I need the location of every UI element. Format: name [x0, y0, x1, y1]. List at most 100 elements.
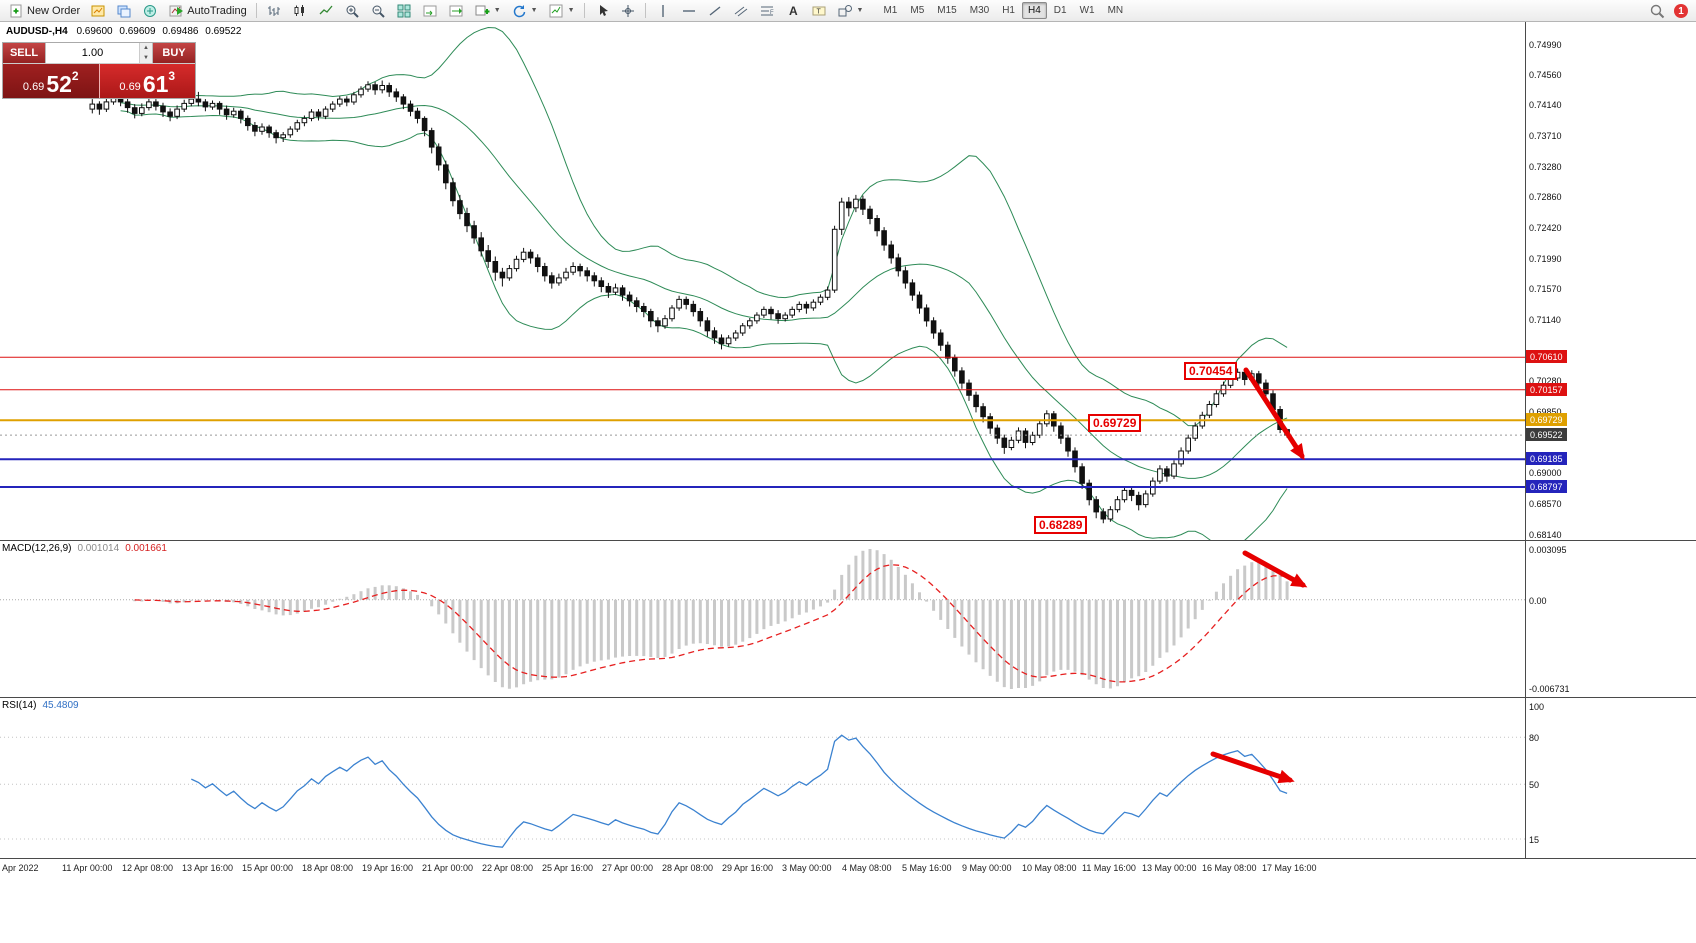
price-axis[interactable]: 0.74990 0.74560 0.74140 0.73710 0.73280 0.728… — [1526, 22, 1696, 878]
new-chart-button[interactable]: ▼ — [470, 1, 505, 21]
time-axis-label: 11 May 16:00 — [1082, 863, 1136, 873]
price-axis-tick: 0.71140 — [1529, 314, 1561, 325]
buy-price-pipette: 3 — [168, 69, 176, 83]
price-axis-tick: 0.71990 — [1529, 254, 1562, 265]
terminal-button[interactable] — [138, 1, 162, 21]
price-callout[interactable]: 0.69729 — [1088, 414, 1142, 432]
chevron-down-icon: ▼ — [567, 7, 575, 14]
macd-axis-label: -0.006731 — [1529, 684, 1570, 694]
zoom-in-button[interactable] — [340, 1, 364, 21]
fibonacci-button[interactable]: F — [755, 1, 779, 21]
timeframe-D1-button[interactable]: D1 — [1053, 5, 1067, 16]
tile-windows-button[interactable] — [392, 1, 416, 21]
timeframe-M1-button[interactable]: M1 — [883, 5, 898, 16]
chevron-down-icon: ▼ — [530, 7, 538, 14]
panel-splitter[interactable] — [0, 540, 1696, 541]
price-axis-tick: 0.71570 — [1529, 284, 1562, 295]
candlesticks-icon — [294, 4, 304, 16]
candles[interactable] — [89, 84, 1290, 520]
price-callout[interactable]: 0.70454 — [1184, 362, 1238, 380]
macd-histogram — [133, 549, 1289, 689]
bollinger-band-line — [120, 102, 1288, 479]
rsi-label: RSI(14) 45.4809 — [2, 700, 79, 711]
panel-splitter[interactable] — [0, 697, 1696, 698]
buy-price-display[interactable]: 0.69 61 3 — [98, 64, 195, 98]
price-axis-tick: 0.74990 — [1529, 39, 1562, 50]
candle-wicks — [91, 80, 1288, 524]
macd-panel-canvas[interactable] — [0, 541, 1525, 697]
autoscroll-button[interactable] — [418, 1, 442, 21]
autotrading-button[interactable]: AutoTrading — [164, 1, 251, 21]
equidistant-channel-button[interactable] — [729, 1, 753, 21]
new-order-button[interactable]: New Order — [4, 1, 84, 21]
volume-increase-button[interactable]: ▲ — [140, 43, 152, 53]
timeframe-MN-button[interactable]: MN — [1107, 5, 1124, 16]
refresh-period-button[interactable]: ▼ — [507, 1, 542, 21]
buy-price-big: 61 — [142, 71, 169, 97]
price-callout[interactable]: 0.68289 — [1034, 516, 1088, 534]
price-line-label: 0.68797 — [1526, 480, 1567, 493]
trend-arrow[interactable] — [1242, 550, 1308, 588]
chart-shift-button[interactable] — [444, 1, 468, 21]
chart-shift-icon — [449, 5, 463, 16]
rsi-panel-canvas[interactable] — [0, 698, 1525, 858]
bar-chart-button[interactable] — [262, 1, 286, 21]
autotrading-label: AutoTrading — [187, 4, 247, 17]
text-label-button[interactable]: T — [807, 1, 831, 21]
chevron-down-icon: ▼ — [493, 7, 501, 14]
volume-decrease-button[interactable]: ▼ — [140, 53, 152, 63]
time-axis-label: 15 Apr 00:00 — [242, 863, 294, 873]
time-axis-label: 11 Apr 00:00 — [62, 863, 113, 873]
svg-text:F: F — [770, 10, 774, 16]
trendline-button[interactable] — [703, 1, 727, 21]
timeframe-M30-button[interactable]: M30 — [969, 5, 990, 16]
line-chart-button[interactable] — [314, 1, 338, 21]
quote-open: 0.69600 — [76, 26, 113, 37]
timeframe-W1-button[interactable]: W1 — [1079, 5, 1095, 16]
timeframe-M5-button[interactable]: M5 — [910, 5, 925, 16]
sell-price-prefix: 0.69 — [22, 81, 45, 93]
bar-chart-icon — [267, 5, 280, 16]
price-line-label: 0.69729 — [1526, 413, 1567, 427]
horizontal-line-icon — [682, 9, 695, 12]
trendline-icon — [709, 5, 720, 16]
indicators-button[interactable]: ▼ — [544, 1, 579, 21]
time-axis-label: 4 May 08:00 — [842, 863, 892, 873]
volume-field: ▲ ▼ — [45, 43, 153, 63]
vertical-line-button[interactable] — [651, 1, 675, 21]
trend-arrow[interactable] — [1243, 367, 1305, 461]
notification-badge[interactable]: 1 — [1674, 4, 1688, 18]
charts-button[interactable] — [86, 1, 110, 21]
search-icon[interactable] — [1649, 3, 1665, 19]
time-axis-label: 27 Apr 00:00 — [602, 863, 654, 873]
buy-button[interactable]: BUY — [153, 43, 195, 63]
bollinger-band-line — [120, 26, 1288, 427]
time-axis[interactable]: Apr 2022 11 Apr 00:00 12 Apr 08:00 13 Apr 1… — [0, 859, 1696, 878]
sell-price-display[interactable]: 0.69 52 2 — [3, 64, 99, 98]
timeframe-H4-button[interactable]: H4 — [1021, 2, 1047, 19]
timeframe-M15-button[interactable]: M15 — [937, 5, 957, 16]
candlesticks-button[interactable] — [288, 1, 312, 21]
rsi-axis-label: 80 — [1529, 733, 1540, 744]
cursor-icon — [599, 4, 608, 16]
sell-button[interactable]: SELL — [3, 43, 45, 63]
zoom-out-button[interactable] — [366, 1, 390, 21]
main-chart-canvas[interactable] — [0, 22, 1525, 540]
timeframe-toolbar: M1 M5 M15 M30 H1 H4 D1 W1 MN — [877, 2, 1129, 19]
text-button[interactable]: A — [781, 1, 805, 21]
profiles-button[interactable] — [112, 1, 136, 21]
timeframe-H1-button[interactable]: H1 — [1002, 5, 1015, 16]
trend-arrow[interactable] — [1210, 751, 1295, 784]
horizontal-line-button[interactable] — [677, 1, 701, 21]
text-icon: A — [789, 4, 798, 18]
panel-splitter[interactable] — [0, 858, 1696, 859]
crosshair-button[interactable] — [616, 1, 640, 21]
volume-input[interactable] — [46, 43, 139, 63]
refresh-period-icon — [513, 4, 525, 17]
rsi-line — [191, 734, 1288, 848]
cursor-button[interactable] — [590, 1, 614, 21]
shapes-button[interactable]: ▼ — [833, 1, 868, 21]
new-order-icon — [10, 4, 22, 17]
